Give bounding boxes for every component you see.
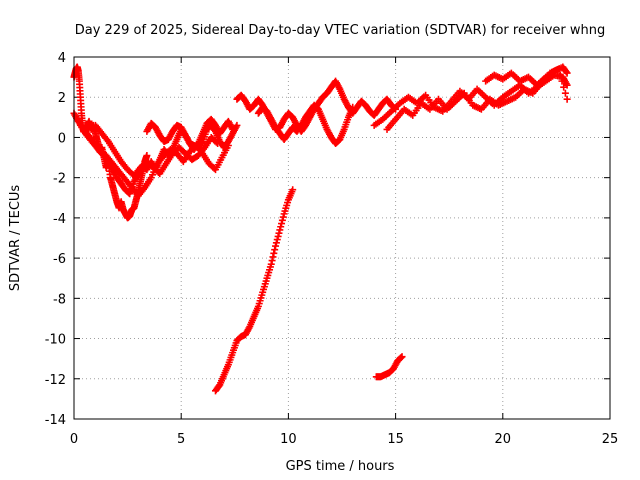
data-point-marker [272,239,280,247]
x-tick-label: 15 [387,432,404,447]
data-point-marker [271,246,279,254]
data-point-marker [278,216,286,224]
data-point-marker [267,260,275,268]
data-point-marker [224,141,232,149]
data-point-marker [563,69,571,77]
data-point-marker [556,71,564,79]
data-point-marker [270,249,278,257]
data-point-marker [272,242,280,250]
y-tick-label: -14 [45,413,66,428]
data-point-marker [279,213,287,221]
y-tick-label: -2 [53,172,66,187]
data-point-marker [276,226,284,234]
y-axis-label: SDTVAR / TECUs [8,185,23,292]
y-tick-label: -8 [53,292,66,307]
data-series [254,101,357,147]
data-series [212,186,297,395]
data-point-marker [274,232,282,240]
x-tick-label: 10 [280,432,297,447]
data-point-marker [212,138,220,146]
y-tick-label: 4 [58,51,66,66]
data-point-marker [398,353,406,361]
x-tick-label: 5 [177,432,185,447]
x-axis-label: GPS time / hours [286,459,395,474]
x-tick-label: 20 [495,432,512,447]
data-points [70,63,571,395]
data-point-marker [229,125,237,133]
data-point-marker [277,223,285,231]
data-series [143,115,237,154]
data-point-marker [563,95,571,103]
data-series [482,63,571,89]
data-point-marker [278,220,286,228]
data-point-marker [143,152,151,160]
x-tick-label: 0 [70,432,78,447]
y-tick-label: -6 [53,252,66,267]
data-point-marker [561,89,569,97]
y-tick-label: 2 [58,91,66,106]
y-tick-label: 0 [58,131,66,146]
data-series [372,353,406,381]
data-point-marker [214,139,222,147]
y-tick-label: -4 [53,212,66,227]
y-tick-label: -12 [45,373,66,388]
chart-title: Day 229 of 2025, Sidereal Day-to-day VTE… [75,23,606,38]
data-point-marker [233,121,241,129]
data-point-marker [273,236,281,244]
data-point-marker [558,77,566,85]
data-point-marker [397,353,405,361]
data-point-marker [268,257,276,265]
data-point-marker [269,253,277,261]
data-series [91,121,222,180]
data-point-marker [562,68,570,76]
x-tick-label: 25 [602,432,619,447]
data-point-marker [560,83,568,91]
data-point-marker [349,103,357,111]
y-tick-label: -10 [45,333,66,348]
plot-frame [73,56,611,420]
data-series [383,65,571,133]
data-point-marker [289,186,297,194]
data-point-marker [275,229,283,237]
